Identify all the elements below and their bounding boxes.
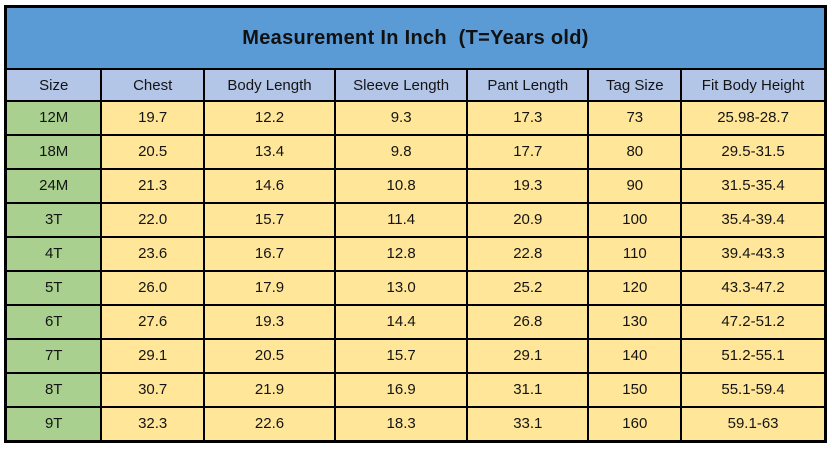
chart-title: Measurement In Inch (T=Years old) [4, 5, 827, 70]
value-cell: 22.0 [100, 201, 205, 238]
header-row: Size Chest Body Length Sleeve Length Pan… [4, 68, 827, 102]
value-cell: 21.9 [202, 371, 337, 408]
size-chart: Measurement In Inch (T=Years old) Size C… [4, 5, 827, 443]
value-cell: 17.7 [466, 133, 590, 170]
value-cell: 15.7 [334, 337, 469, 374]
value-cell: 120 [587, 269, 683, 306]
value-cell: 12.8 [334, 235, 469, 272]
value-cell: 22.6 [202, 405, 337, 443]
value-cell: 110 [587, 235, 683, 272]
value-cell: 73 [587, 100, 683, 136]
col-header-fit-body-height: Fit Body Height [680, 68, 827, 102]
value-cell: 29.1 [466, 337, 590, 374]
value-cell: 17.9 [202, 269, 337, 306]
value-cell: 43.3-47.2 [680, 269, 827, 306]
col-header-sleeve-length: Sleeve Length [334, 68, 469, 102]
table-row: 18M 20.5 13.4 9.8 17.7 80 29.5-31.5 [4, 133, 827, 170]
value-cell: 140 [587, 337, 683, 374]
value-cell: 30.7 [100, 371, 205, 408]
table-row: 24M 21.3 14.6 10.8 19.3 90 31.5-35.4 [4, 167, 827, 204]
table-row: 5T 26.0 17.9 13.0 25.2 120 43.3-47.2 [4, 269, 827, 306]
value-cell: 13.0 [334, 269, 469, 306]
value-cell: 90 [587, 167, 683, 204]
col-header-size: Size [4, 68, 103, 102]
value-cell: 16.7 [202, 235, 337, 272]
value-cell: 20.9 [466, 201, 590, 238]
size-cell: 18M [4, 133, 103, 170]
value-cell: 22.8 [466, 235, 590, 272]
size-cell: 3T [4, 201, 103, 238]
value-cell: 18.3 [334, 405, 469, 443]
value-cell: 21.3 [100, 167, 205, 204]
value-cell: 19.7 [100, 100, 205, 136]
table-row: 7T 29.1 20.5 15.7 29.1 140 51.2-55.1 [4, 337, 827, 374]
value-cell: 33.1 [466, 405, 590, 443]
value-cell: 16.9 [334, 371, 469, 408]
value-cell: 20.5 [202, 337, 337, 374]
table-row: 6T 27.6 19.3 14.4 26.8 130 47.2-51.2 [4, 303, 827, 340]
value-cell: 29.5-31.5 [680, 133, 827, 170]
value-cell: 19.3 [466, 167, 590, 204]
size-cell: 7T [4, 337, 103, 374]
value-cell: 31.1 [466, 371, 590, 408]
size-cell: 6T [4, 303, 103, 340]
col-header-tag-size: Tag Size [587, 68, 683, 102]
table-row: 9T 32.3 22.6 18.3 33.1 160 59.1-63 [4, 405, 827, 443]
value-cell: 9.3 [334, 100, 469, 136]
value-cell: 35.4-39.4 [680, 201, 827, 238]
col-header-body-length: Body Length [202, 68, 337, 102]
value-cell: 19.3 [202, 303, 337, 340]
size-cell: 4T [4, 235, 103, 272]
value-cell: 26.8 [466, 303, 590, 340]
col-header-chest: Chest [100, 68, 205, 102]
size-cell: 9T [4, 405, 103, 443]
value-cell: 51.2-55.1 [680, 337, 827, 374]
table-row: 3T 22.0 15.7 11.4 20.9 100 35.4-39.4 [4, 201, 827, 238]
value-cell: 17.3 [466, 100, 590, 136]
value-cell: 32.3 [100, 405, 205, 443]
value-cell: 11.4 [334, 201, 469, 238]
value-cell: 130 [587, 303, 683, 340]
title-row: Measurement In Inch (T=Years old) [4, 5, 827, 70]
value-cell: 10.8 [334, 167, 469, 204]
value-cell: 47.2-51.2 [680, 303, 827, 340]
value-cell: 12.2 [202, 100, 337, 136]
value-cell: 39.4-43.3 [680, 235, 827, 272]
value-cell: 14.6 [202, 167, 337, 204]
table-row: 4T 23.6 16.7 12.8 22.8 110 39.4-43.3 [4, 235, 827, 272]
table-row: 8T 30.7 21.9 16.9 31.1 150 55.1-59.4 [4, 371, 827, 408]
value-cell: 23.6 [100, 235, 205, 272]
value-cell: 160 [587, 405, 683, 443]
value-cell: 9.8 [334, 133, 469, 170]
value-cell: 55.1-59.4 [680, 371, 827, 408]
value-cell: 15.7 [202, 201, 337, 238]
value-cell: 59.1-63 [680, 405, 827, 443]
table-row: 12M 19.7 12.2 9.3 17.3 73 25.98-28.7 [4, 100, 827, 136]
value-cell: 27.6 [100, 303, 205, 340]
size-cell: 12M [4, 100, 103, 136]
value-cell: 150 [587, 371, 683, 408]
size-cell: 24M [4, 167, 103, 204]
value-cell: 13.4 [202, 133, 337, 170]
size-cell: 8T [4, 371, 103, 408]
value-cell: 20.5 [100, 133, 205, 170]
col-header-pant-length: Pant Length [466, 68, 590, 102]
value-cell: 14.4 [334, 303, 469, 340]
value-cell: 25.98-28.7 [680, 100, 827, 136]
value-cell: 26.0 [100, 269, 205, 306]
value-cell: 31.5-35.4 [680, 167, 827, 204]
value-cell: 100 [587, 201, 683, 238]
size-chart-table: Measurement In Inch (T=Years old) Size C… [4, 5, 827, 443]
value-cell: 25.2 [466, 269, 590, 306]
value-cell: 29.1 [100, 337, 205, 374]
size-cell: 5T [4, 269, 103, 306]
value-cell: 80 [587, 133, 683, 170]
